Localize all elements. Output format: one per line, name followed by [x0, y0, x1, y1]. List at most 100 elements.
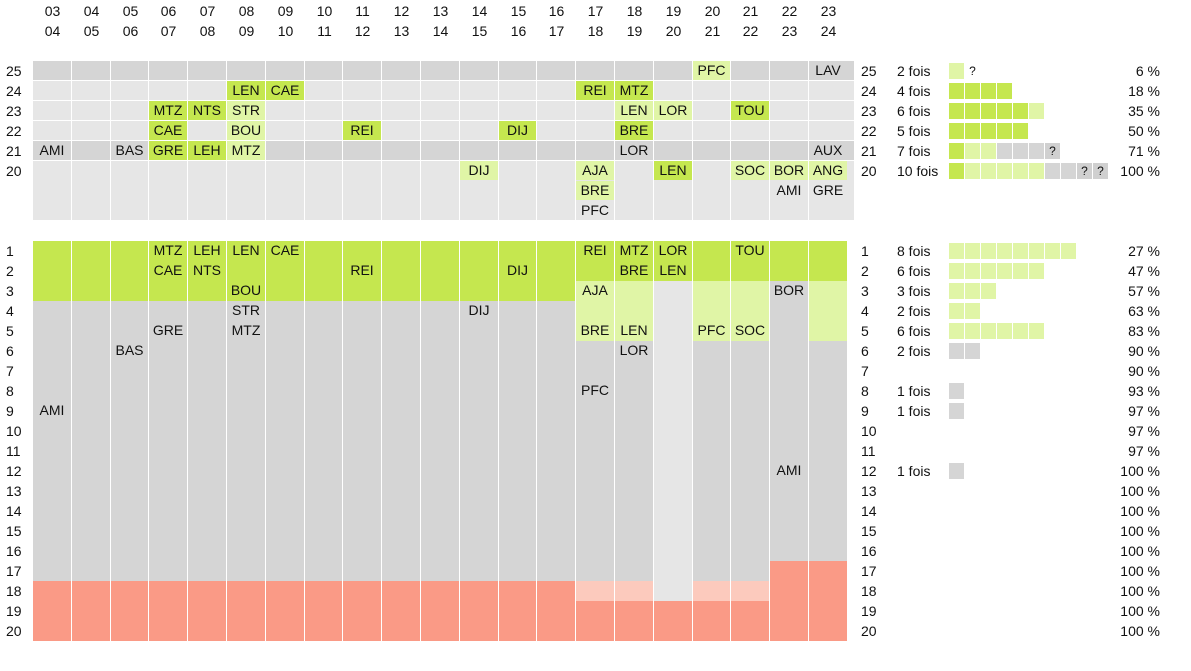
frequency-block	[981, 83, 996, 99]
zone-block	[227, 241, 265, 301]
row-label-right: 6	[861, 343, 869, 359]
team-label: REI	[583, 242, 607, 258]
frequency-block	[1013, 243, 1028, 259]
frequency-block	[965, 123, 980, 139]
frequency-block	[1013, 323, 1028, 339]
team-label: GRE	[152, 322, 184, 338]
team-cell-bg	[615, 101, 653, 120]
column-header-top: 10	[316, 3, 333, 19]
row-label-left: 23	[6, 103, 22, 119]
column-header-top: 04	[83, 3, 100, 19]
zone-block	[305, 581, 342, 641]
team-label: BRE	[619, 122, 649, 138]
team-label: PFC	[581, 382, 609, 398]
frequency-block	[1029, 243, 1044, 259]
team-cell-bg	[343, 121, 381, 140]
zone-block	[111, 241, 148, 301]
frequency-block	[1029, 263, 1044, 279]
team-label: LEN	[232, 82, 260, 98]
row-label-right: 3	[861, 283, 869, 299]
frequency-block	[949, 403, 964, 419]
row-label-left: 9	[6, 403, 14, 419]
row-label-right: 9	[861, 403, 869, 419]
team-label: AMI	[39, 142, 65, 158]
row-percent: 100 %	[1120, 163, 1160, 179]
team-label: BRE	[580, 322, 610, 338]
row-label-right: 20	[861, 163, 877, 179]
team-label: MTZ	[619, 242, 649, 258]
row-percent: 27 %	[1128, 243, 1160, 259]
frequency-block	[949, 263, 964, 279]
row-percent: 93 %	[1128, 383, 1160, 399]
row-label-left: 8	[6, 383, 14, 399]
frequency-block	[965, 163, 980, 179]
row-label-left: 17	[6, 563, 22, 579]
row-count: 10 fois	[897, 163, 939, 179]
row-label-left: 19	[6, 603, 22, 619]
zone-block	[305, 241, 342, 301]
row-count: 2 fois	[897, 303, 931, 319]
team-label: CAE	[153, 122, 183, 138]
team-label: LEN	[232, 242, 260, 258]
zone-block	[382, 581, 420, 641]
column-separator	[575, 61, 576, 220]
team-label: MTZ	[231, 322, 261, 338]
team-cell-bg	[576, 181, 614, 200]
row-count: 2 fois	[897, 343, 931, 359]
zone-block	[576, 281, 614, 341]
team-cell-bg	[227, 101, 265, 120]
team-label: GRE	[812, 182, 844, 198]
team-label: CAE	[153, 262, 183, 278]
column-separator	[110, 61, 111, 220]
column-header-bottom: 22	[742, 23, 759, 39]
frequency-block	[981, 263, 996, 279]
frequency-block	[981, 283, 996, 299]
frequency-block	[981, 103, 996, 119]
row-count: 6 fois	[897, 103, 931, 119]
team-label: GRE	[152, 142, 184, 158]
frequency-block	[1029, 323, 1044, 339]
frequency-block	[997, 143, 1012, 159]
zone-block	[770, 561, 808, 641]
team-label: LEH	[193, 142, 221, 158]
column-header-top: 19	[665, 3, 682, 19]
zone-block	[343, 241, 381, 301]
frequency-block	[949, 383, 964, 399]
row-count: 6 fois	[897, 323, 931, 339]
column-header-top: 18	[626, 3, 643, 19]
column-header-bottom: 18	[587, 23, 604, 39]
frequency-block	[965, 323, 980, 339]
zone-block	[654, 281, 692, 601]
row-percent: 47 %	[1128, 263, 1160, 279]
team-label: PFC	[581, 202, 609, 218]
team-cell-bg	[576, 161, 614, 180]
row-label-right: 1	[861, 243, 869, 259]
zone-block	[770, 241, 808, 281]
column-header-bottom: 06	[122, 23, 139, 39]
column-header-bottom: 19	[626, 23, 643, 39]
team-label: BAS	[115, 342, 144, 358]
team-label: MTZ	[619, 82, 649, 98]
team-label: BOU	[230, 282, 262, 298]
zone-block	[188, 581, 226, 641]
frequency-block	[965, 283, 980, 299]
zone-block	[149, 301, 187, 581]
frequency-block	[997, 123, 1012, 139]
zone-block	[421, 581, 459, 641]
row-count: 6 fois	[897, 263, 931, 279]
column-separator	[808, 61, 809, 220]
team-label: LEN	[659, 262, 687, 278]
team-label: LEN	[620, 322, 648, 338]
column-header-top: 17	[587, 3, 604, 19]
zone-block	[693, 281, 730, 341]
row-label-right: 10	[861, 423, 877, 439]
zone-block	[421, 241, 459, 301]
zone-block	[382, 301, 420, 581]
row-label-right: 2	[861, 263, 869, 279]
frequency-block	[949, 303, 964, 319]
zone-block	[460, 581, 498, 641]
row-label-left: 1	[6, 243, 14, 259]
team-label: MTZ	[231, 142, 261, 158]
row-label-right: 4	[861, 303, 869, 319]
zone-block	[537, 301, 575, 581]
